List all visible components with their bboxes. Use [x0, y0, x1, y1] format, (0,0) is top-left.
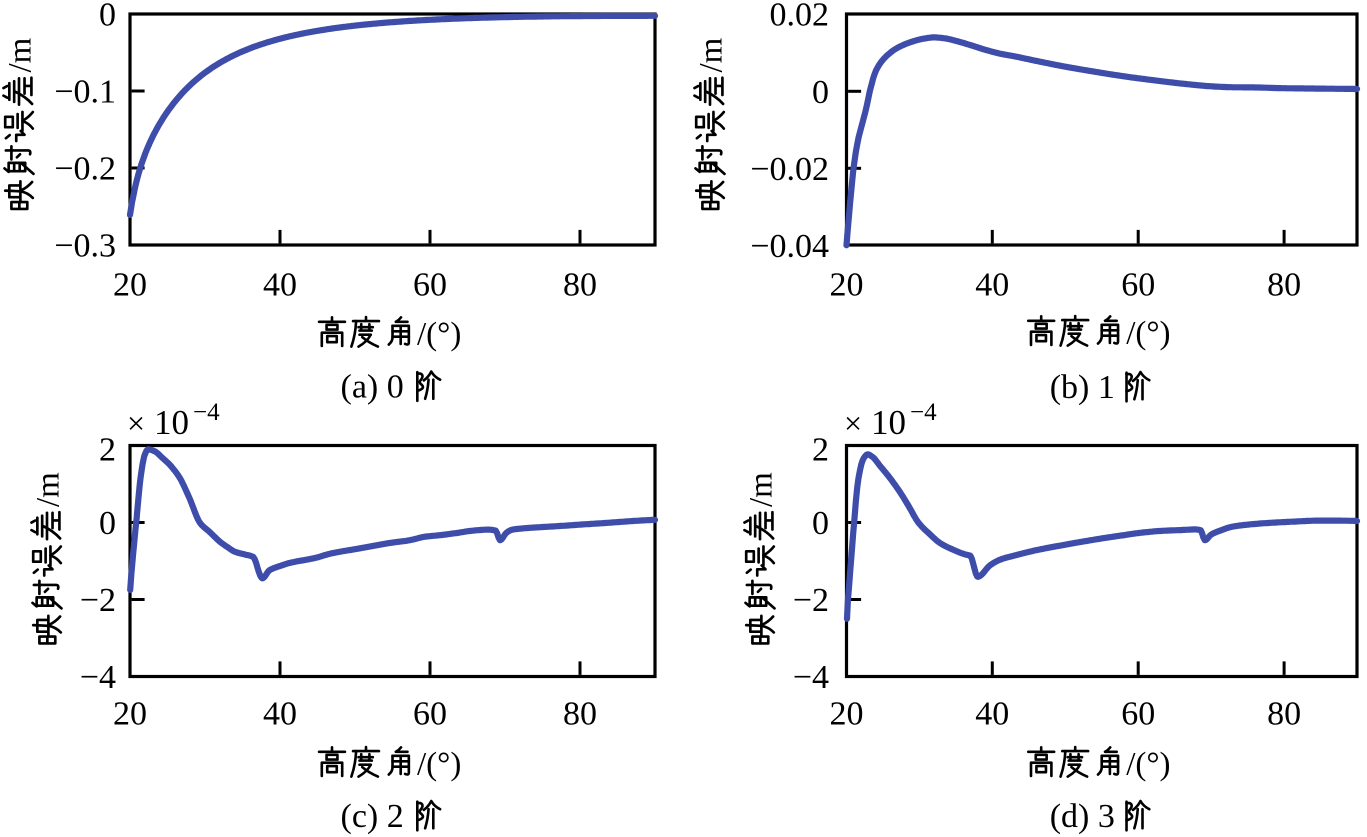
svg-text:40: 40: [263, 267, 297, 304]
svg-text:60: 60: [413, 696, 447, 733]
svg-text:/(°): /(°): [417, 747, 461, 783]
svg-text:−0.04: −0.04: [750, 228, 829, 265]
svg-text:10: 10: [154, 403, 189, 442]
svg-text:/m: /m: [31, 472, 67, 507]
svg-text:−4: −4: [793, 659, 829, 696]
svg-text:80: 80: [563, 267, 597, 304]
svg-text:20: 20: [113, 267, 147, 304]
svg-text:/m: /m: [3, 37, 39, 72]
svg-text:/(°): /(°): [417, 317, 461, 353]
svg-text:−0.3: −0.3: [54, 228, 116, 265]
svg-text:60: 60: [1121, 696, 1155, 733]
svg-text:/m: /m: [694, 37, 730, 72]
svg-text:−4: −4: [193, 399, 220, 426]
svg-text:80: 80: [1267, 267, 1301, 304]
svg-text:60: 60: [1121, 267, 1155, 304]
svg-text:0: 0: [812, 505, 829, 542]
svg-text:0: 0: [812, 74, 829, 111]
svg-text:(c) 2: (c) 2: [341, 798, 404, 835]
svg-text:80: 80: [563, 696, 597, 733]
svg-text:/(°): /(°): [1126, 316, 1170, 352]
svg-text:20: 20: [113, 696, 147, 733]
svg-text:(b) 1: (b) 1: [1050, 369, 1115, 406]
svg-text:60: 60: [413, 267, 447, 304]
svg-text:10: 10: [871, 403, 906, 442]
svg-text:−2: −2: [80, 582, 116, 619]
svg-text:×: ×: [844, 405, 862, 441]
svg-text:−2: −2: [793, 582, 829, 619]
svg-text:0: 0: [99, 0, 116, 34]
svg-text:2: 2: [812, 432, 829, 469]
svg-text:0: 0: [99, 505, 116, 542]
svg-text:−4: −4: [80, 659, 116, 696]
svg-text:40: 40: [975, 267, 1009, 304]
svg-text:(d) 3: (d) 3: [1050, 798, 1115, 835]
svg-text:−0.02: −0.02: [750, 151, 829, 188]
svg-text:(a) 0: (a) 0: [341, 369, 404, 406]
svg-text:40: 40: [975, 696, 1009, 733]
svg-text:−0.1: −0.1: [54, 74, 116, 111]
svg-text:20: 20: [830, 267, 864, 304]
svg-text:2: 2: [99, 432, 116, 469]
svg-text:−4: −4: [910, 399, 937, 426]
svg-text:80: 80: [1267, 696, 1301, 733]
svg-text:40: 40: [263, 696, 297, 733]
svg-text:0.02: 0.02: [770, 0, 830, 34]
svg-text:×: ×: [127, 405, 145, 441]
svg-text:/m: /m: [744, 472, 780, 507]
svg-text:/(°): /(°): [1126, 747, 1170, 783]
svg-text:20: 20: [830, 696, 864, 733]
svg-text:−0.2: −0.2: [54, 151, 116, 188]
